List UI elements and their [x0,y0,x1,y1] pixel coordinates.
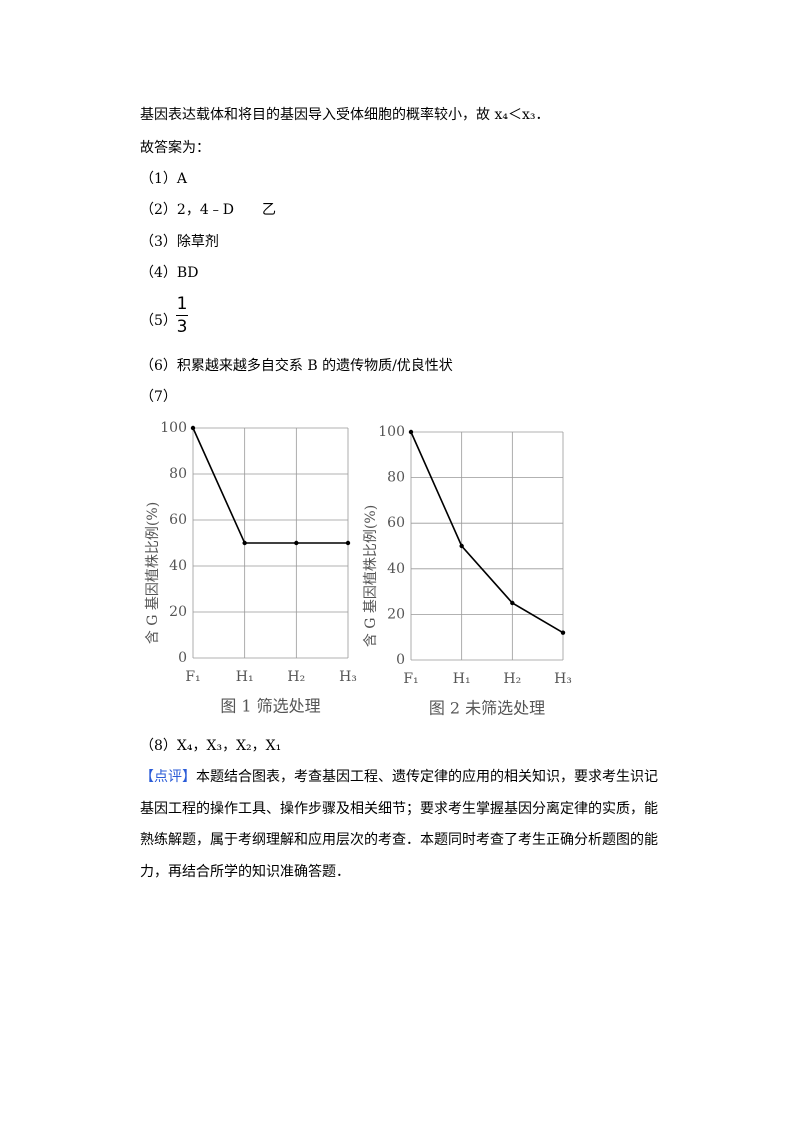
comment-text: 本题结合图表，考查基因工程、遗传定律的应用的相关知识，要求考生识记基因工程的操作… [140,769,658,880]
denominator: 3 [176,317,188,337]
data-point [408,429,414,435]
x-tick-label: H₁ [453,671,471,687]
y-tick-label: 60 [387,515,405,531]
data-point [510,600,515,606]
data-point [242,540,247,546]
data-point [459,543,464,549]
numerator: 1 [176,294,188,314]
y-axis-label: 含 G 基因植株比例(%) [144,502,161,644]
comment: 【点评】本题结合图表，考查基因工程、遗传定律的应用的相关知识，要求考生识记基因工… [140,762,670,888]
x-tick-label: H₂ [503,671,521,687]
x-tick-label: H₃ [339,669,357,685]
x-tick-label: H₂ [287,669,305,685]
y-tick-label: 60 [169,512,187,528]
x-tick-label: H₃ [554,671,572,687]
y-tick-label: 20 [387,606,405,622]
x-tick-label: H₁ [236,669,254,685]
y-tick-label: 100 [160,420,187,436]
answer-label: （5） [140,313,177,329]
data-point [294,540,299,546]
data-point [345,540,351,546]
data-point [560,630,566,635]
caption: 图 2 未筛选处理 [429,699,545,718]
answer: （6）积累越来越多自交系 B 的遗传物质/优良性状 [140,358,453,374]
y-tick-label: 40 [169,558,187,574]
y-axis-label: 含 G 基因植株比例(%) [362,505,379,647]
y-tick-label: 100 [378,424,405,440]
y-tick-label: 80 [387,470,405,486]
data-point [190,425,196,431]
answer: （8）X₄，X₃，X₂，X₁ [140,738,282,754]
answer: （7） [140,389,177,405]
y-tick-label: 40 [387,561,405,577]
y-tick-label: 0 [178,650,187,666]
x-tick-label: F₁ [185,669,200,685]
data-line [410,431,564,634]
fraction: 1 3 [176,293,188,338]
x-tick-label: F₁ [403,671,418,687]
answer: （2）2，4﹣D 乙 [140,202,276,218]
caption: 图 1 筛选处理 [220,697,320,716]
answer: （1）A [140,171,188,187]
data-line [192,427,348,544]
answer: （4）BD [140,265,199,281]
y-tick-label: 20 [169,604,187,620]
y-tick-label: 0 [396,652,405,668]
text-line: 基因表达载体和将目的基因导入受体细胞的概率较小，故 x₄＜x₃． [140,107,550,123]
answer: （3）除草剂 [140,234,219,250]
text-line: 故答案为： [140,140,210,156]
comment-tag: 【点评】 [140,769,196,785]
y-tick-label: 80 [169,466,187,482]
